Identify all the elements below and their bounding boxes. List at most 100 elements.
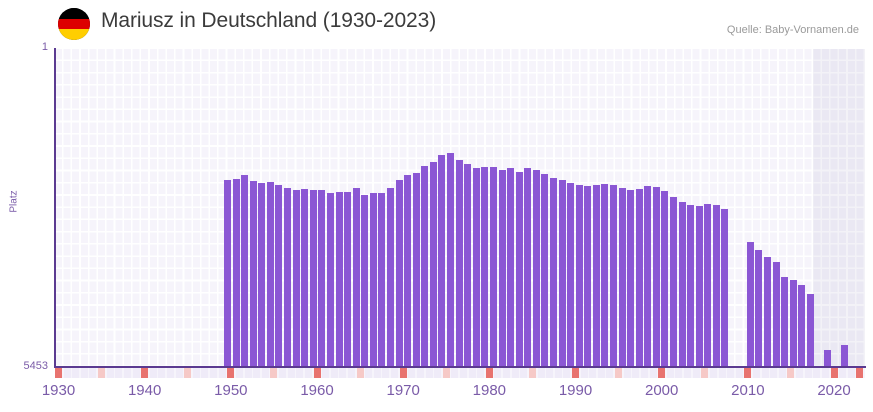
no-data-shaded-band — [813, 49, 865, 367]
bar — [413, 173, 420, 367]
bar — [619, 188, 626, 367]
x-tick-label: 1950 — [214, 382, 248, 399]
tick-cell — [580, 368, 588, 378]
tick-cell-end — [856, 368, 864, 378]
chart-title: Mariusz in Deutschland (1930-2023) — [101, 9, 437, 32]
bar — [798, 285, 805, 367]
tick-cell — [804, 368, 812, 378]
tick-cell — [727, 368, 735, 378]
bar — [293, 190, 300, 367]
tick-cell — [175, 368, 183, 378]
x-tick-label: 2000 — [645, 382, 679, 399]
tick-cell — [347, 368, 355, 378]
bar — [404, 175, 411, 367]
tick-cell — [184, 368, 192, 378]
bar — [456, 160, 463, 367]
tick-cell — [537, 368, 545, 378]
tick-cell — [477, 368, 485, 378]
tick-cell — [684, 368, 692, 378]
tick-cell — [132, 368, 140, 378]
bar — [713, 205, 720, 367]
tick-cell — [330, 368, 338, 378]
tick-cell — [546, 368, 554, 378]
tick-cell — [701, 368, 709, 378]
tick-cell — [244, 368, 252, 378]
tick-cell — [123, 368, 131, 378]
bar — [361, 195, 368, 367]
tick-cell — [261, 368, 269, 378]
tick-cell — [503, 368, 511, 378]
german-flag-icon — [58, 8, 90, 40]
bar — [267, 182, 274, 367]
bar — [687, 205, 694, 367]
tick-cell — [167, 368, 175, 378]
bar — [773, 262, 780, 367]
bar — [241, 175, 248, 367]
bar — [438, 155, 445, 367]
tick-cell — [830, 368, 838, 378]
bar — [601, 184, 608, 367]
tick-cell — [80, 368, 88, 378]
bar — [481, 167, 488, 367]
bar — [370, 193, 377, 367]
bar — [301, 189, 308, 367]
bar — [661, 191, 668, 367]
tick-cell — [253, 368, 261, 378]
tick-cell — [442, 368, 450, 378]
tick-cell — [709, 368, 717, 378]
source-attribution: Quelle: Baby-Vornamen.de — [726, 24, 859, 36]
tick-cell — [451, 368, 459, 378]
bar — [593, 185, 600, 367]
tick-cell — [416, 368, 424, 378]
tick-cell — [399, 368, 407, 378]
bar — [653, 187, 660, 367]
tick-cell — [434, 368, 442, 378]
tick-cell — [287, 368, 295, 378]
bar — [747, 242, 754, 367]
tick-cell — [98, 368, 106, 378]
x-axis-tick-strip — [55, 368, 865, 378]
tick-cell — [425, 368, 433, 378]
tick-cell — [279, 368, 287, 378]
tick-cell — [666, 368, 674, 378]
tick-cell — [373, 368, 381, 378]
bar — [421, 166, 428, 367]
tick-cell — [89, 368, 97, 378]
x-tick-label: 1970 — [386, 382, 420, 399]
flag-band-gold — [58, 29, 90, 40]
x-axis-line — [54, 366, 866, 368]
bar — [670, 197, 677, 367]
x-tick-label: 2010 — [731, 382, 765, 399]
tick-cell — [201, 368, 209, 378]
tick-cell — [313, 368, 321, 378]
tick-cell — [675, 368, 683, 378]
bar — [559, 180, 566, 367]
y-axis-top-label: 1 — [41, 41, 48, 53]
bar — [516, 172, 523, 367]
bar — [524, 168, 531, 367]
tick-cell — [55, 368, 62, 378]
bar — [318, 190, 325, 367]
tick-cell — [615, 368, 623, 378]
bar — [533, 170, 540, 367]
tick-cell — [158, 368, 166, 378]
y-axis-line — [54, 48, 56, 368]
tick-cell — [356, 368, 364, 378]
tick-cell — [778, 368, 786, 378]
bar — [224, 180, 231, 367]
tick-cell — [192, 368, 200, 378]
tick-cell — [210, 368, 218, 378]
y-axis-bottom-label: 5453 — [23, 360, 48, 372]
tick-cell — [365, 368, 373, 378]
tick-cell — [796, 368, 804, 378]
bar — [275, 185, 282, 367]
bar — [233, 179, 240, 367]
bar — [336, 192, 343, 367]
tick-cell — [847, 368, 855, 378]
flag-band-black — [58, 8, 90, 19]
tick-cell — [761, 368, 769, 378]
bar — [696, 206, 703, 367]
bar — [627, 190, 634, 367]
tick-cell — [511, 368, 519, 378]
